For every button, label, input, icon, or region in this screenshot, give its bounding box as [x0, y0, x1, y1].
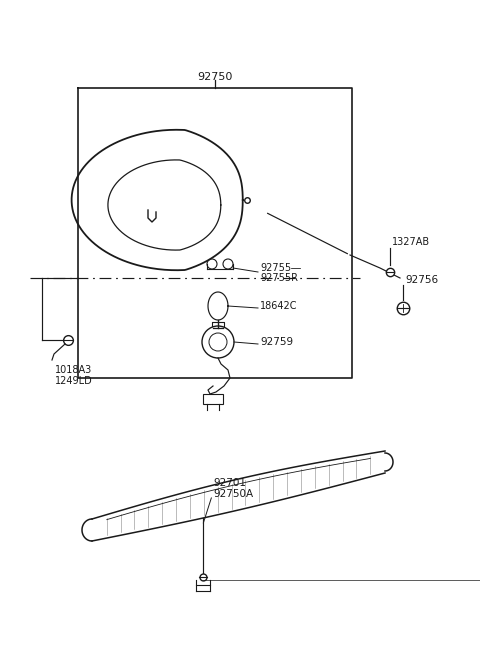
Text: 1249LD: 1249LD [55, 376, 93, 386]
Text: 92759: 92759 [260, 337, 293, 347]
Text: 92750: 92750 [197, 72, 233, 82]
Text: 1018A3: 1018A3 [55, 365, 92, 375]
Bar [203, 394, 223, 404]
Text: 1327AB: 1327AB [392, 237, 430, 247]
Text: 92755―: 92755― [260, 263, 301, 273]
Text: 18642C: 18642C [260, 301, 298, 311]
Text: 92750A: 92750A [213, 489, 253, 499]
Text: 92755R: 92755R [260, 273, 298, 283]
Text: 92756: 92756 [405, 275, 438, 285]
Text: 92701: 92701 [213, 478, 246, 488]
